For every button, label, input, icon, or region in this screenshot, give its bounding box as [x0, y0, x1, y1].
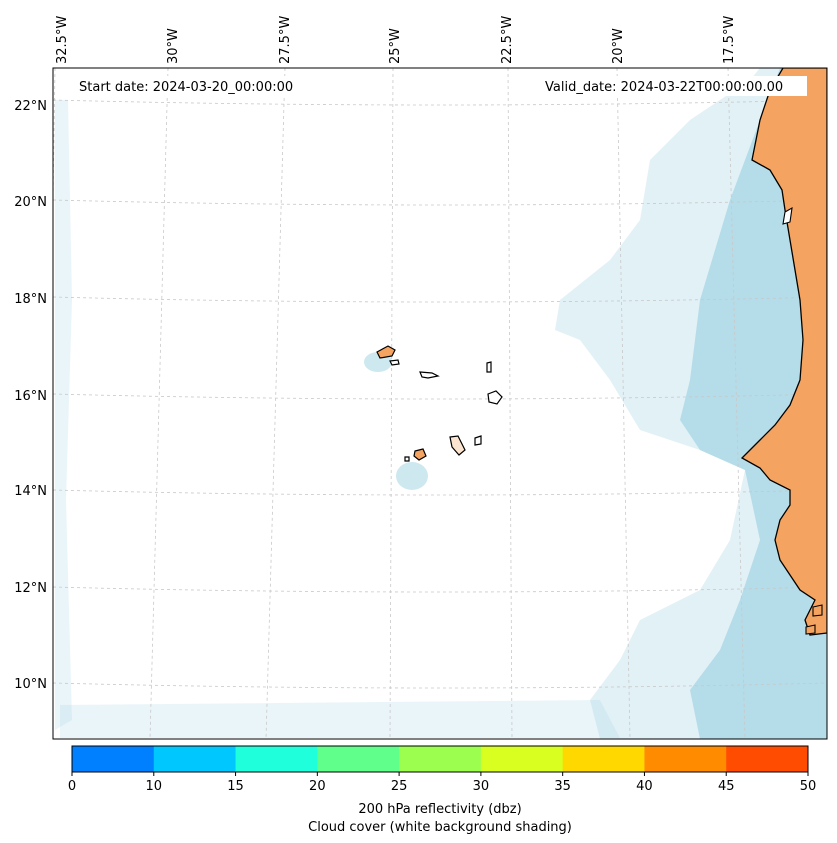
colorbar-tick-label: 35: [554, 779, 571, 794]
island-maio: [474, 435, 482, 446]
colorbar-label-line2: Cloud cover (white background shading): [308, 820, 572, 835]
lat-label: 10°N: [14, 677, 47, 692]
island-sal: [486, 361, 492, 373]
colorbar-frame: [71, 745, 809, 773]
island-brava: [404, 456, 410, 462]
island-santiago: [449, 435, 466, 456]
start-date-label: Start date: 2024-03-20_00:00:00: [79, 80, 293, 95]
cloud-streak-west: [55, 100, 72, 730]
island-boa-vista: [487, 390, 503, 405]
colorbar-tick-label: 50: [800, 779, 817, 794]
colorbar-segment: [480, 746, 564, 772]
cloud-wisp-south-islands: [396, 462, 428, 490]
colorbar-segment: [153, 746, 237, 772]
island-sao-vicente: [389, 359, 400, 366]
island-coastal-2: [812, 604, 823, 617]
colorbar-segment: [317, 746, 400, 772]
island-santo-antao: [376, 345, 396, 359]
colorbar-segment: [726, 746, 809, 772]
colorbar-tick-label: 45: [718, 779, 735, 794]
colorbar-tick-label: 15: [227, 779, 244, 794]
lon-label: 25°W: [388, 28, 403, 64]
lon-label: 20°W: [611, 28, 626, 64]
colorbar-tick-label: 30: [473, 779, 490, 794]
lat-label: 22°N: [14, 99, 47, 114]
island-coastal-3: [805, 624, 816, 635]
lon-labels: 32.5°W 30°W 27.5°W 25°W 22.5°W 20°W 17.5…: [55, 16, 737, 64]
colorbar-segment: [399, 746, 482, 772]
valid-date-box: [540, 76, 807, 96]
lon-label: 22.5°W: [500, 16, 515, 64]
lat-labels: 22°N 20°N 18°N 16°N 14°N 12°N 10°N: [14, 99, 47, 692]
colorbar-tick-label: 0: [68, 779, 76, 794]
lat-label: 14°N: [14, 484, 47, 499]
colorbar-segment: [72, 746, 155, 772]
colorbar-segment: [644, 746, 727, 772]
colorbar-label-line1: 200 hPa reflectivity (dbz): [358, 802, 521, 817]
colorbar-tick-label: 25: [391, 779, 408, 794]
cloud-band-south: [60, 700, 620, 738]
map-plot-area: Start date: 2024-03-20_00:00:00 Valid_da…: [53, 68, 827, 739]
lat-label: 20°N: [14, 195, 47, 210]
lon-label: 17.5°W: [722, 16, 737, 64]
lat-label: 16°N: [14, 389, 47, 404]
lon-label: 27.5°W: [278, 16, 293, 64]
valid-date-label: Valid_date: 2024-03-22T00:00:00.00: [545, 80, 783, 95]
colorbar-segment: [235, 746, 318, 772]
land-africa: [740, 68, 827, 636]
graticule: [53, 68, 827, 739]
start-date-box: [74, 76, 312, 96]
colorbar-tick-label: 20: [309, 779, 326, 794]
colorbar-tick-label: 10: [146, 779, 163, 794]
lon-label: 30°W: [166, 28, 181, 64]
lat-label: 12°N: [14, 581, 47, 596]
island-fogo: [413, 448, 427, 461]
map-frame: [52, 67, 828, 740]
island-sao-nicolau: [419, 371, 440, 379]
lon-label: 32.5°W: [55, 16, 70, 64]
colorbar-segment: [562, 746, 645, 772]
colorbar: 0 10 15 20 25 30 35 40 45 50: [68, 745, 817, 794]
island-coastal-1: [782, 206, 793, 225]
colorbar-tick-label: 40: [636, 779, 653, 794]
lat-label: 18°N: [14, 292, 47, 307]
